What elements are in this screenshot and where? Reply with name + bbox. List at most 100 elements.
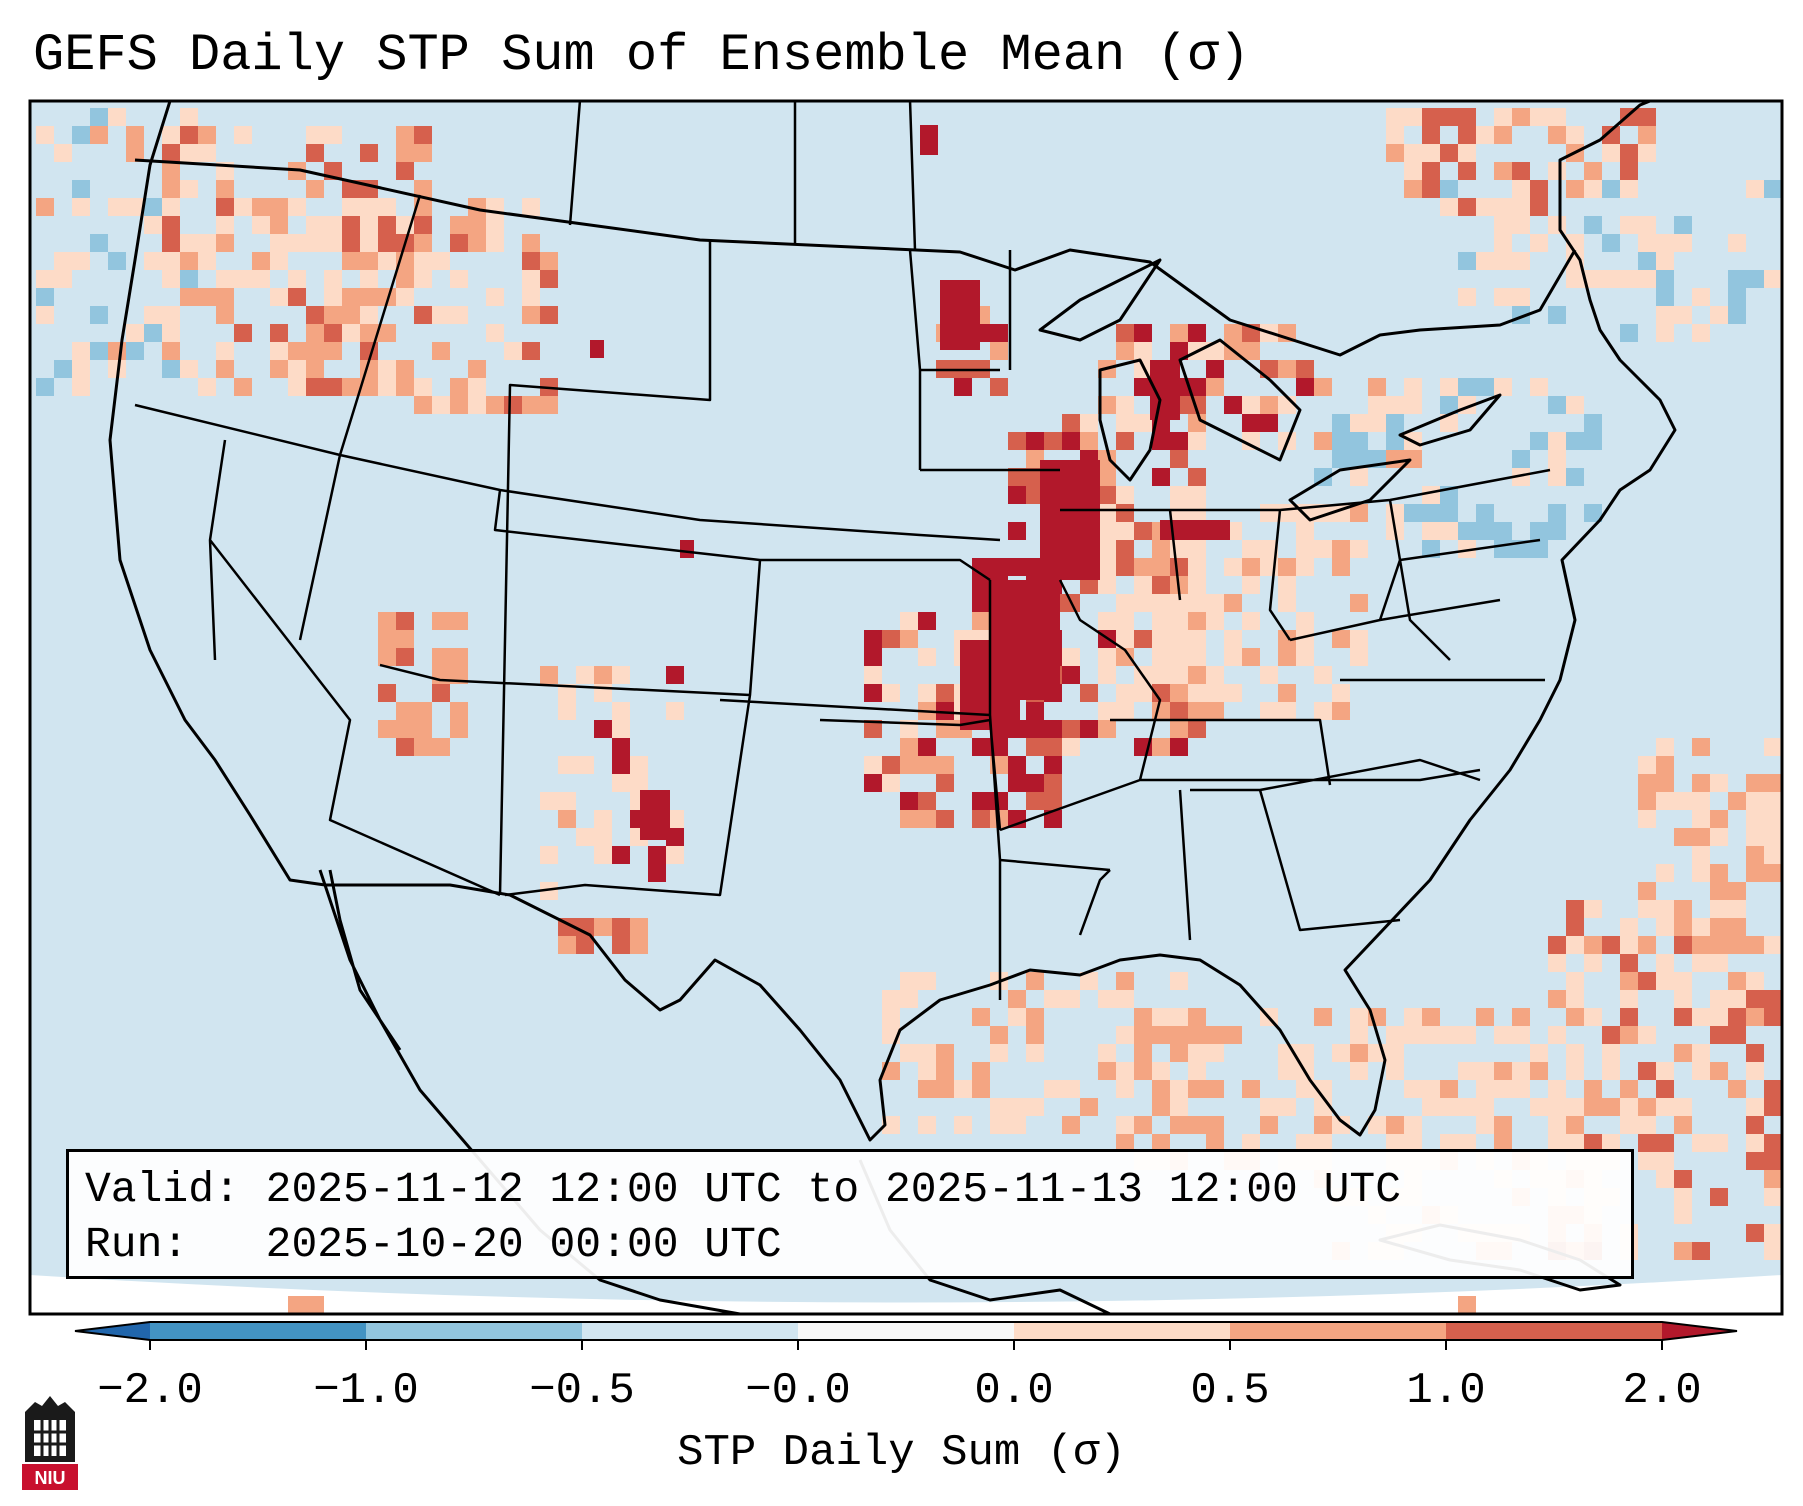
stp-cell [1188,378,1206,396]
stp-cell [1728,288,1746,306]
stp-cell [1116,414,1134,432]
stp-cell [1278,702,1296,720]
stp-cell [558,702,576,720]
stp-cell [522,234,540,252]
stp-cell [1170,558,1188,576]
stp-cell [432,306,450,324]
stp-cell [126,342,144,360]
stp-cell [1260,396,1278,414]
stp-cell [1170,342,1188,360]
stp-cell [180,234,198,252]
stp-cell [1764,936,1782,954]
stp-cell [1116,1134,1134,1152]
stp-cell [1566,1044,1584,1062]
stp-cell [378,216,396,234]
stp-cell [1710,828,1728,846]
stp-cell [1584,504,1602,522]
stp-cell [972,810,990,828]
stp-cell [450,216,468,234]
stp-cell [1674,1242,1692,1260]
stp-cell [1494,198,1512,216]
stp-cell [324,234,342,252]
stp-cell [1440,378,1458,396]
stp-cell [1530,180,1548,198]
stp-cell [1566,900,1584,918]
canada-border [134,158,1577,357]
stp-cell [666,702,684,720]
stp-cell [1476,1008,1494,1026]
stp-cell [1584,936,1602,954]
stp-cell [972,792,990,810]
stp-cell [1188,1008,1206,1026]
stp-cell [1026,486,1044,504]
stp-cell [1638,144,1656,162]
stp-cell [1260,702,1278,720]
stp-cell [1026,972,1044,990]
stp-cell [1386,396,1404,414]
stp-cell [1440,1080,1458,1098]
stp-cell [1494,1062,1512,1080]
stp-cell [1098,576,1116,594]
stp-cell [378,288,396,306]
stp-cell [450,234,468,252]
stp-cell [1674,936,1692,954]
stp-cell [414,738,432,756]
stp-cell [1548,504,1566,522]
stp-cell [1080,432,1098,450]
stp-cell [1512,198,1530,216]
stp-cell [954,1080,972,1098]
stp-cell [1566,126,1584,144]
stp-cell [1134,558,1152,576]
stp-cell [558,810,576,828]
stp-cell [1098,558,1116,576]
stp-cell [1386,1062,1404,1080]
stp-cell [378,684,396,702]
stp-cell [1116,702,1134,720]
stp-cell [1026,720,1044,738]
stp-cell [918,1080,936,1098]
stp-cell [1044,1080,1062,1098]
stp-cell [666,846,684,864]
stp-cell [396,288,414,306]
stp-cell [1710,864,1728,882]
stp-cell [1404,504,1422,522]
stp-cell [1656,1062,1674,1080]
stp-cell [1620,972,1638,990]
stp-cell [900,1044,918,1062]
stp-cell [342,324,360,342]
stp-cell [1152,684,1170,702]
stp-cell [990,738,1008,756]
stp-cell [1152,1098,1170,1116]
stp-cell [612,738,630,756]
stp-cell [1152,1026,1170,1044]
stp-cell [1566,180,1584,198]
stp-cell [162,198,180,216]
stp-cell [198,252,216,270]
niu-logo-text: NIU [35,1468,66,1488]
stp-cell [1440,522,1458,540]
stp-cell [630,918,648,936]
stp-cell [1566,1008,1584,1026]
stp-cell [1746,864,1764,882]
stp-cell [1620,180,1638,198]
stp-cell [288,342,306,360]
stp-cell [306,306,324,324]
stp-cell [306,342,324,360]
stp-cell [1692,954,1710,972]
stp-cell [198,378,216,396]
stp-cell [162,126,180,144]
stp-cell [270,288,288,306]
stp-cell [486,324,504,342]
stp-cell [1098,396,1116,414]
stp-cell [1242,414,1260,432]
stp-cell [1692,774,1710,792]
stp-cell [1332,1044,1350,1062]
stp-cell [1638,774,1656,792]
stp-cell [1242,1134,1260,1152]
colorbar-under-arrow [75,1322,150,1340]
stp-cell [612,666,630,684]
stp-cell [1746,270,1764,288]
stp-cell [108,252,126,270]
stp-cell [666,810,684,828]
stp-cell [234,126,252,144]
